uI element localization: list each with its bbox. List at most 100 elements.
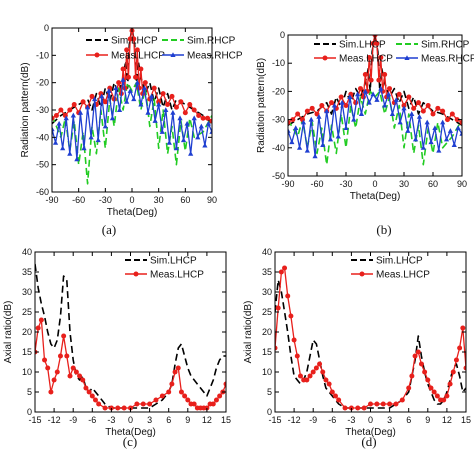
chart0-series-3-point-3 [60, 145, 66, 151]
chart1-xtick-label-6: 90 [457, 179, 467, 189]
chart1-ytick-label-2: -20 [272, 86, 285, 96]
chart3-ytick-label-1: 5 [267, 387, 272, 397]
chart2-xtick-label-3: -6 [88, 415, 96, 425]
chart3-xtick-label-10: 15 [461, 415, 471, 425]
chart0-series-2-point-29 [142, 80, 148, 86]
chart3-series-1-point-45 [450, 369, 456, 375]
chart2-series-1-point-11 [67, 373, 73, 379]
chart2-series-1-point-24 [121, 405, 127, 411]
chart3-series-1-point-0 [275, 345, 278, 351]
chart2-xtick-label-2: -9 [69, 415, 77, 425]
chart1-xlabel: Theta(Deg) [350, 191, 401, 202]
chart0-series-3-point-36 [177, 115, 183, 121]
chart0-xtick-label-5: 60 [180, 195, 190, 205]
chart2-ytick-label-6: 30 [22, 287, 32, 297]
chart1-series-2-point-41 [445, 117, 450, 123]
chart1-ytick-label-1: -10 [272, 58, 285, 68]
chart0-series-2-point-15 [116, 80, 122, 86]
chart1-legend-label-0: Sim.LHCP [339, 40, 386, 51]
chart1-series-3-point-32 [409, 111, 415, 116]
chart0-series-3-point-44 [205, 120, 212, 126]
chart0-series-3-point-33 [166, 140, 172, 145]
plot-area-2 [35, 263, 226, 411]
chart0-series-3-point-34 [170, 109, 176, 115]
chart3-xtick-label-5: 0 [368, 415, 373, 425]
chart0-series-3-point-16 [106, 88, 112, 93]
chart-panel-1: -90 -60 -30 0 30 60 90 0 -10 -20 -30 -40 -50 Theta(De… [256, 30, 474, 237]
chart0-series-3-point-25 [138, 101, 144, 107]
chart3-series-1-point-32 [409, 373, 415, 379]
chart2-legend: Sim.LHCP Meas.LHCP [125, 256, 204, 281]
chart1-series-3-point-8 [316, 113, 322, 119]
chart0-legend-3-point-m [170, 52, 176, 57]
chart0-series-3-point-35 [173, 145, 180, 151]
chart3-series-1-point-23 [355, 405, 361, 411]
chart2-xtick-label-7: 6 [166, 415, 171, 425]
chart1-series-1-line [288, 90, 462, 166]
chart0-series-3-point-2 [56, 120, 62, 126]
chart0-series-3-point-26 [141, 85, 148, 91]
chart0-series-3-point-22 [127, 88, 133, 93]
chart2-series-1-point-12 [70, 365, 76, 371]
chart1-series-3-point-22 [370, 91, 376, 97]
chart1-xtick-label-5: 60 [428, 179, 438, 189]
chart1-series-3-point-17 [351, 116, 357, 122]
chart1-series-3-point-12 [331, 102, 337, 108]
chart1-series-3-point-24 [378, 85, 384, 91]
chart0-series-3-point-21 [124, 99, 130, 104]
chart3-ytick-label-6: 30 [262, 287, 272, 297]
chart1-series-3-line [288, 87, 462, 157]
chart3-series-1-point-29 [393, 401, 399, 407]
chart1-xtick-label-4: 30 [399, 179, 409, 189]
chart0-series-3-point-1 [52, 140, 59, 145]
chart2-series-1-point-28 [147, 401, 153, 407]
chart2-series-1-point-16 [83, 385, 89, 391]
chart0-legend-label-0: Sim.LHCP [111, 36, 158, 47]
chart0-series-3-point-30 [156, 101, 162, 107]
chart1-series-3-point-30 [401, 105, 407, 111]
chart1-xtick-label-0: -90 [281, 179, 294, 189]
chart3-series-1-point-1 [275, 305, 281, 311]
chart1-series-3-point-5 [304, 147, 310, 153]
chart0-ytick-label-0: 0 [44, 23, 49, 33]
chart0-xtick-label-1: -60 [72, 195, 85, 205]
chart1-series-3-point-44 [455, 125, 461, 131]
chart3-xtick-label-6: 3 [387, 415, 392, 425]
chart0-series-2-point-7 [80, 99, 86, 105]
chart0-xtick-label-3: 0 [129, 195, 134, 205]
chart1-series-2-point-6 [314, 111, 320, 117]
chart0-series-3-point-0 [52, 126, 55, 132]
chart2-series-1-point-30 [159, 393, 165, 399]
chart3-series-1-point-12 [310, 369, 316, 375]
chart1-series-3-point-19 [358, 111, 365, 116]
chart2-series-1-point-6 [51, 377, 57, 383]
chart2-series-1-point-13 [73, 369, 79, 375]
chart2-series-1-point-36 [182, 393, 188, 399]
chart1-series-2-point-27 [382, 71, 388, 77]
chart1-series-3-point-10 [324, 108, 330, 114]
chart0-series-3-point-18 [113, 85, 119, 91]
chart3-series-1-point-46 [453, 357, 459, 363]
chart2-caption: (c) [123, 434, 137, 449]
chart3-series-1-point-28 [387, 401, 393, 407]
chart2-ytick-label-5: 25 [22, 307, 32, 317]
chart3-caption: (d) [361, 434, 376, 449]
chart0-ylabel: Radiation pattern(dB) [20, 62, 31, 157]
chart0-series-2-point-23 [131, 36, 137, 42]
chart1-series-2-point-9 [329, 100, 334, 106]
chart0-series-0-line [52, 28, 212, 125]
chart3-xtick-label-4: -3 [347, 415, 355, 425]
chart1-series-3-point-28 [393, 97, 399, 102]
chart2-series-1-point-4 [45, 365, 51, 371]
chart0-series-2-point-38 [182, 110, 188, 116]
chart0-xlabel: Theta(Deg) [107, 207, 158, 218]
chart3-series-1-point-40 [434, 393, 440, 399]
chart0-series-3-point-15 [102, 123, 108, 129]
chart3-series-1-point-35 [418, 361, 424, 367]
chart0-series-3-point-37 [180, 137, 187, 143]
chart0-series-3-point-38 [184, 120, 190, 126]
chart2-series-1-point-9 [61, 333, 67, 339]
chart0-series-2-point-35 [169, 93, 175, 99]
chart2-legend-label-0: Sim.LHCP [150, 256, 197, 267]
